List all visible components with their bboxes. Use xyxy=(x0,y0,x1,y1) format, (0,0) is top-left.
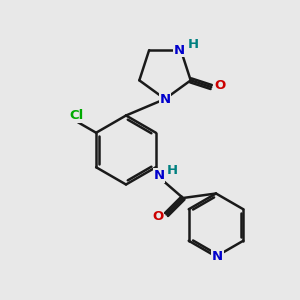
Text: N: N xyxy=(159,92,171,106)
Text: N: N xyxy=(212,250,223,263)
Text: O: O xyxy=(152,209,164,223)
Text: N: N xyxy=(153,169,165,182)
Text: H: H xyxy=(166,164,178,178)
Text: N: N xyxy=(174,44,185,57)
Text: Cl: Cl xyxy=(69,109,84,122)
Text: H: H xyxy=(188,38,199,51)
Text: O: O xyxy=(214,79,225,92)
